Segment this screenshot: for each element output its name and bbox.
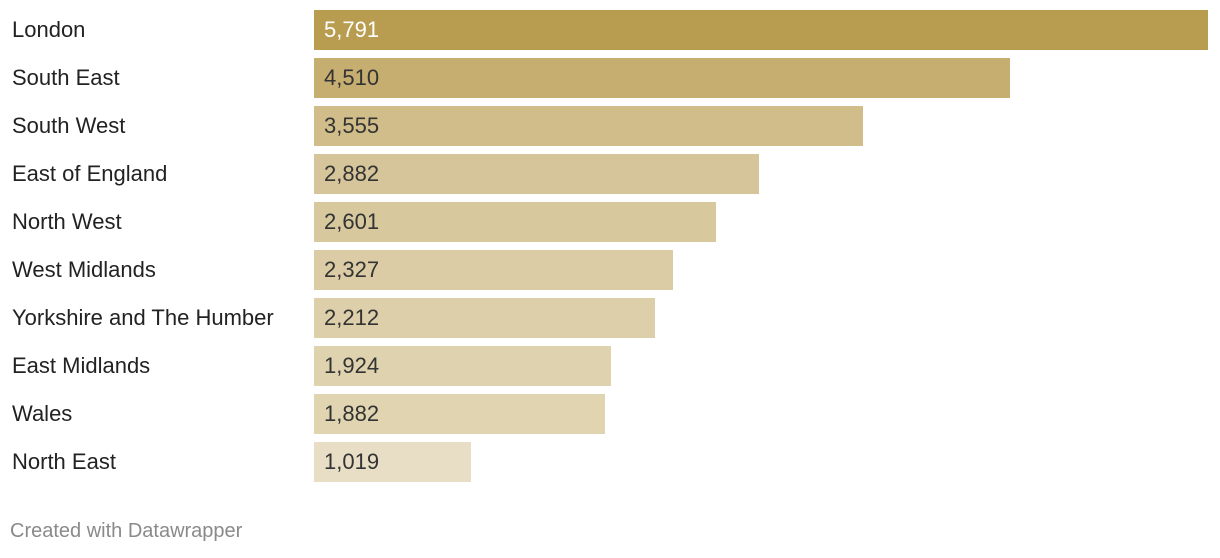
bar: 5,791 xyxy=(314,10,1208,50)
bar: 2,212 xyxy=(314,298,655,338)
bar-row: Wales 1,882 xyxy=(0,394,1220,434)
value-label: 3,555 xyxy=(324,113,380,138)
bar-row: West Midlands 2,327 xyxy=(0,250,1220,290)
category-label: London xyxy=(12,17,86,42)
credit-text: Created with Datawrapper xyxy=(10,520,243,542)
value-label: 2,212 xyxy=(324,305,380,330)
bar: 4,510 xyxy=(314,58,1010,98)
bar-row: South East 4,510 xyxy=(0,58,1220,98)
value-label: 1,924 xyxy=(324,353,380,378)
value-label: 5,791 xyxy=(324,17,380,42)
bar-row: East of England 2,882 xyxy=(0,154,1220,194)
value-label: 4,510 xyxy=(324,65,380,90)
category-label: East Midlands xyxy=(12,353,151,378)
bar: 2,327 xyxy=(314,250,673,290)
bar-row: East Midlands 1,924 xyxy=(0,346,1220,386)
bar: 1,882 xyxy=(314,394,605,434)
bar-chart: London 5,791 South East 4,510 South West 3,55… xyxy=(0,10,1220,482)
bar-row: North East 1,019 xyxy=(0,442,1220,482)
bar-row: London 5,791 xyxy=(0,10,1220,50)
bar: 2,601 xyxy=(314,202,716,242)
bar: 3,555 xyxy=(314,106,863,146)
bar: 1,924 xyxy=(314,346,611,386)
category-label: South West xyxy=(12,113,126,138)
category-label: West Midlands xyxy=(12,257,156,282)
value-label: 1,019 xyxy=(324,449,380,474)
value-label: 1,882 xyxy=(324,401,380,426)
category-label: North East xyxy=(12,449,116,474)
category-label: Wales xyxy=(12,401,73,426)
category-label: South East xyxy=(12,65,120,90)
value-label: 2,327 xyxy=(324,257,380,282)
bar-row: South West 3,555 xyxy=(0,106,1220,146)
bar-row: Yorkshire and The Humber 2,212 xyxy=(0,298,1220,338)
bar: 1,019 xyxy=(314,442,471,482)
category-label: North West xyxy=(12,209,122,234)
bar: 2,882 xyxy=(314,154,759,194)
value-label: 2,882 xyxy=(324,161,380,186)
category-label: East of England xyxy=(12,161,168,186)
category-label: Yorkshire and The Humber xyxy=(12,305,274,330)
bar-row: North West 2,601 xyxy=(0,202,1220,242)
value-label: 2,601 xyxy=(324,209,380,234)
